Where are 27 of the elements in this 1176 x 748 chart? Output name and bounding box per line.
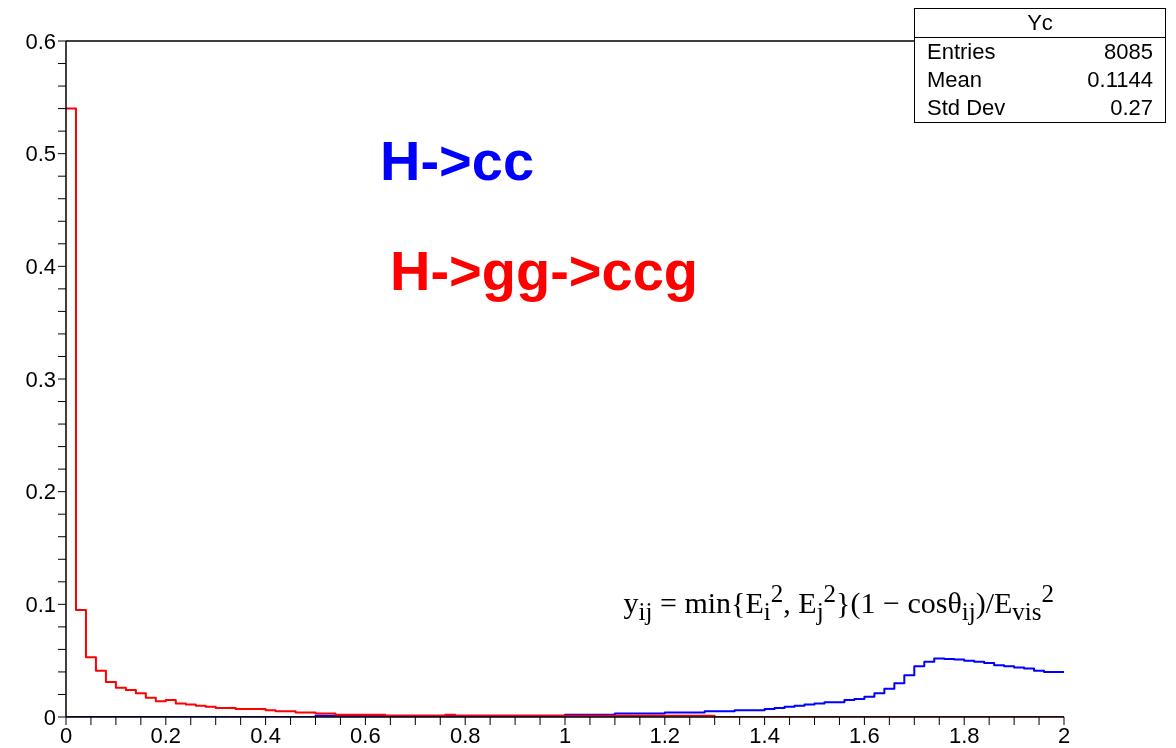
x-tick-label: 0.6 [350, 722, 381, 748]
y-tick-label: 0 [43, 704, 56, 730]
annotation: Std Dev [927, 94, 1006, 122]
y-tick-label: 0.6 [25, 28, 56, 54]
text: H->cc [380, 128, 535, 193]
text: Yc [915, 9, 1165, 38]
y-tick-label: 0.3 [25, 366, 56, 392]
y-tick-label: 0.1 [25, 592, 56, 618]
text: 8085 [1104, 38, 1153, 66]
annotation: Mean [927, 66, 983, 94]
text: H->gg->ccg [390, 238, 699, 303]
x-tick-label: 2 [1057, 722, 1071, 748]
x-tick-label: 1.8 [948, 722, 980, 748]
x-tick-label: 1 [558, 722, 572, 748]
annotation: Entries [927, 38, 996, 66]
x-tick-label: 0.8 [449, 722, 481, 748]
y-tick-label: 0.4 [25, 254, 56, 280]
x-tick-label: 0.4 [250, 722, 281, 748]
text: 0.1144 [1087, 66, 1153, 94]
x-tick-label: 0.2 [150, 722, 182, 748]
x-tick-label: 0 [59, 722, 73, 748]
text: 0.27 [1110, 94, 1153, 122]
y-tick-label: 0.2 [25, 479, 56, 505]
x-tick-label: 1.4 [749, 722, 780, 748]
y-tick-label: 0.5 [25, 141, 56, 167]
x-tick-label: 1.2 [649, 722, 681, 748]
x-tick-label: 1.6 [849, 722, 880, 748]
